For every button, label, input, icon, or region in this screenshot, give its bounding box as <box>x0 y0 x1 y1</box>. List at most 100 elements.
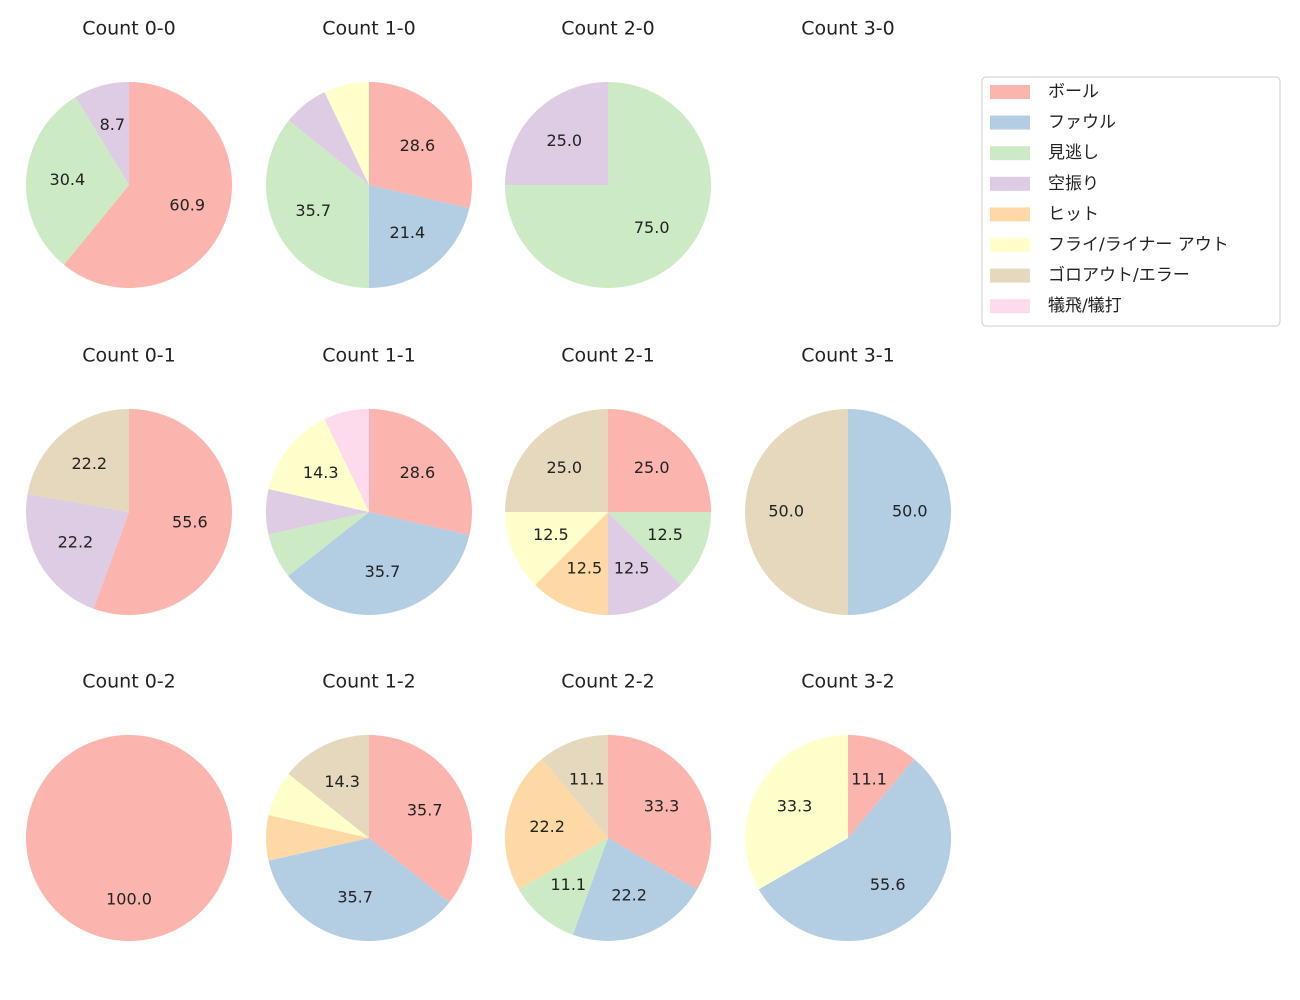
legend-box <box>981 76 1281 327</box>
pie-slice <box>63 82 232 288</box>
slice-label: 100.0 <box>106 889 152 908</box>
pie-slice <box>608 512 711 585</box>
legend-swatch <box>990 207 1030 222</box>
slice-label: 21.4 <box>390 223 426 242</box>
pie-title: Count 3-2 <box>801 671 895 693</box>
pie-title: Count 1-0 <box>322 18 416 40</box>
pie-slice <box>369 735 473 903</box>
pie-slice <box>758 759 951 941</box>
slice-label: 75.0 <box>634 218 670 237</box>
pie-slice <box>25 97 129 265</box>
pie-slice <box>848 735 915 838</box>
pie-slice <box>504 759 608 890</box>
legend-swatch <box>990 176 1030 191</box>
slice-label: 33.3 <box>644 797 680 816</box>
legend-label: 犠飛/犠打 <box>1048 296 1122 316</box>
slice-label: 35.7 <box>295 201 331 220</box>
slice-label: 11.1 <box>851 769 887 788</box>
slice-label: 25.0 <box>546 131 582 150</box>
pie-slice <box>268 512 369 576</box>
pie-slice <box>505 512 608 585</box>
legend-label: 見逃し <box>1048 143 1099 163</box>
slice-label: 35.7 <box>407 801 443 820</box>
pie-slice <box>518 838 608 935</box>
slice-label: 55.6 <box>172 512 208 531</box>
slice-label: 12.5 <box>533 525 569 544</box>
pie-slice <box>324 82 369 185</box>
pie-slice <box>608 512 681 615</box>
pie-title: Count 3-0 <box>801 18 895 40</box>
pie-slice <box>369 409 472 536</box>
slice-label: 25.0 <box>634 458 670 477</box>
slice-label: 55.6 <box>870 875 906 894</box>
pie-title: Count 1-1 <box>322 345 416 367</box>
slice-label: 12.5 <box>567 559 603 578</box>
pie-slice <box>266 489 369 535</box>
slice-label: 14.3 <box>303 463 339 482</box>
pie-slice <box>288 512 470 615</box>
legend-swatch <box>990 299 1030 314</box>
pie-slice <box>744 735 848 890</box>
slice-label: 25.0 <box>546 458 582 477</box>
slice-label: 35.7 <box>365 562 401 581</box>
pie-slice <box>288 735 369 838</box>
slice-label: 22.2 <box>71 454 107 473</box>
pie-slice <box>266 815 369 861</box>
pie-title: Count 0-1 <box>82 345 176 367</box>
legend-swatch <box>990 238 1030 252</box>
legend-label: ヒット <box>1048 204 1099 224</box>
legend-label: ボール <box>1048 82 1099 102</box>
pie-slice <box>324 409 369 512</box>
slice-label: 8.7 <box>100 115 125 134</box>
pie-slice <box>268 419 369 512</box>
slice-label: 50.0 <box>892 502 928 521</box>
pie-slice <box>541 735 608 838</box>
pie-slice <box>369 82 472 209</box>
slice-label: 28.6 <box>400 136 436 155</box>
slice-label: 60.9 <box>169 195 205 214</box>
pie-slice <box>27 409 129 512</box>
pie-slice <box>505 409 608 512</box>
pie-slice <box>75 82 129 185</box>
legend-label: ゴロアウト/エラー <box>1048 265 1190 286</box>
pie-title: Count 2-2 <box>561 671 655 693</box>
slice-label: 11.1 <box>550 875 586 894</box>
pie-slice <box>608 735 712 890</box>
slice-label: 22.2 <box>529 817 565 836</box>
pie-slice <box>268 838 450 941</box>
slice-label: 12.5 <box>614 559 650 578</box>
pie-slice <box>535 512 608 615</box>
slice-label: 11.1 <box>569 769 605 788</box>
slice-label: 14.3 <box>324 772 360 791</box>
slice-label: 33.3 <box>777 797 813 816</box>
slice-label: 30.4 <box>50 170 86 189</box>
legend-swatch <box>990 268 1030 283</box>
pie-slice <box>26 493 129 609</box>
pie-title: Count 0-0 <box>82 18 176 40</box>
legend-swatch <box>990 115 1030 130</box>
pie-slice <box>745 409 848 615</box>
pie-title: Count 2-1 <box>561 345 655 367</box>
slice-label: 50.0 <box>768 502 804 521</box>
legend-swatch <box>990 85 1030 99</box>
pie-title: Count 2-0 <box>561 18 655 40</box>
pie-slice <box>848 409 951 615</box>
slice-label: 12.5 <box>647 525 683 544</box>
slice-label: 22.2 <box>58 532 94 551</box>
slice-label: 22.2 <box>611 886 647 905</box>
slice-label: 28.6 <box>400 463 436 482</box>
pie-slice <box>608 409 711 512</box>
pie-slice <box>26 735 232 941</box>
legend-label: フライ/ライナー アウト <box>1048 235 1229 255</box>
pie-title: Count 3-1 <box>801 345 895 367</box>
legend-swatch <box>990 146 1030 161</box>
slice-label: 35.7 <box>337 888 373 907</box>
pie-slice <box>266 120 369 288</box>
pie-slice <box>93 409 233 615</box>
pie-slice <box>268 773 369 838</box>
pie-slice <box>572 838 698 941</box>
pie-slice <box>505 82 608 185</box>
pie-title: Count 0-2 <box>82 671 176 693</box>
pie-slice <box>288 92 369 185</box>
